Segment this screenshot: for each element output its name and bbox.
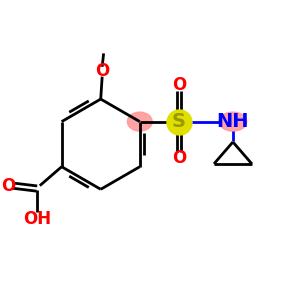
Text: O: O bbox=[1, 177, 15, 195]
Text: O: O bbox=[95, 62, 109, 80]
Text: OH: OH bbox=[23, 210, 51, 228]
Text: O: O bbox=[172, 76, 186, 94]
Text: O: O bbox=[172, 149, 186, 167]
Text: NH: NH bbox=[217, 112, 249, 131]
Ellipse shape bbox=[219, 112, 247, 131]
Text: S: S bbox=[172, 112, 186, 131]
Ellipse shape bbox=[128, 112, 152, 131]
